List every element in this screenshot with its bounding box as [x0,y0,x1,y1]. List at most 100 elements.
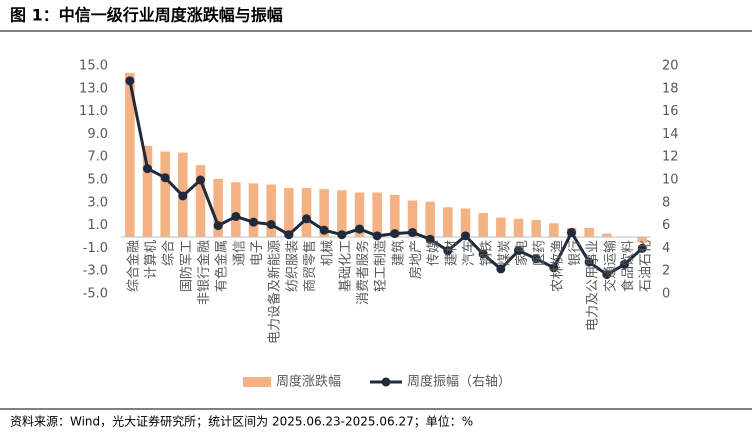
y-tick-label: -1.0 [83,241,108,256]
x-tick-label: 食品饮料 [620,240,636,292]
line-marker [355,224,364,234]
bar [637,237,647,243]
y2-tick-label: 14 [662,127,679,142]
bar [337,190,347,237]
y-tick-label: 13.0 [79,81,108,96]
line-marker [602,270,612,280]
x-tick-label: 基础化工 [338,240,353,292]
bar [425,201,435,237]
bar [602,233,612,237]
source-note: 资料来源：Wind，光大证券研究所；统计区间为 2025.06.23-2025.… [10,414,473,429]
y-tick-label: -3.0 [83,264,108,279]
legend-label: 周度涨跌幅 [276,374,341,390]
y-tick-label: 3.0 [87,195,108,210]
legend-swatch [243,377,271,387]
line-marker [478,249,488,259]
bar [213,178,223,237]
line-marker [196,175,205,185]
line-marker [284,230,294,240]
line-marker [567,227,576,237]
line-marker [408,227,417,237]
bar [125,72,135,237]
bar [301,187,312,237]
line-marker [213,221,223,231]
x-tick-label: 汽车 [461,240,477,266]
x-tick-label: 建材 [444,240,459,266]
legend-label: 周度振幅（右轴） [407,374,511,390]
y-tick-label: 7.0 [87,150,108,165]
bar [513,218,524,237]
line-marker [337,230,347,240]
y-tick-label: 11.0 [79,104,108,119]
x-tick-label: 传媒 [427,240,442,266]
y-tick-label: 5.0 [87,173,108,188]
y2-tick-label: 10 [662,173,679,188]
line-marker [584,257,594,267]
x-tick-label: 轻工制造 [374,240,389,292]
x-tick-label: 家电 [514,240,530,266]
x-tick-label: 建筑 [390,240,406,266]
x-tick-label: 石油石化 [639,240,654,292]
y2-tick-label: 20 [662,59,679,74]
bar [195,165,206,237]
line-marker [620,259,629,269]
bar [549,223,559,237]
x-tick-label: 商贸零售 [302,240,318,292]
bar [160,151,170,237]
x-tick-label: 房地产 [408,240,424,279]
line-marker [637,243,647,253]
line-marker [496,264,506,274]
line-marker [390,229,400,239]
y2-tick-label: 4 [662,241,670,256]
x-tick-label: 医药 [533,240,548,266]
x-tick-label: 消费者服务 [355,240,371,305]
bar [407,200,418,237]
x-tick-label: 综合金融 [125,240,141,292]
y2-tick-label: 18 [662,81,679,96]
y2-tick-label: 16 [662,104,679,119]
line-marker [178,191,188,201]
x-tick-label: 机械 [321,240,336,266]
y2-tick-label: 0 [662,287,670,302]
line [128,80,644,277]
legend-marker [381,377,391,387]
line-marker [302,214,311,224]
y-tick-label: 1.0 [87,218,108,233]
bar [390,194,400,237]
bar [372,192,382,237]
x-tick-label: 纺织服装 [285,240,300,292]
y-tick-label: 9.0 [87,127,108,142]
line-marker [531,254,541,264]
bar [248,183,259,237]
line-marker [514,246,523,256]
bar [584,227,594,237]
x-tick-label: 电力及公用事业 [586,240,601,331]
bar [478,213,488,237]
y-tick-label: 15.0 [79,59,108,74]
line-marker [143,164,152,174]
line-marker [425,234,435,244]
line-marker [443,246,453,256]
x-tick-label: 国防军工 [178,240,194,292]
y-tick-label: -5.0 [83,287,108,302]
x-tick-label: 交通运输 [602,240,618,292]
chart-title: 图 1：中信一级行业周度涨跌幅与振幅 [10,6,283,25]
y2-tick-label: 8 [662,195,670,210]
bar [284,187,294,237]
line-marker [549,263,559,273]
x-tick-label: 电力设备及新能源 [267,240,283,344]
x-tick-label: 通信 [232,240,247,266]
x-tick-label: 钢铁 [480,240,495,266]
line-marker [231,211,241,221]
x-tick-label: 电子 [250,240,265,266]
bar [354,192,365,237]
y2-tick-label: 6 [662,218,670,233]
y2-tick-label: 12 [662,150,679,165]
bar [319,189,329,237]
y2-tick-label: 2 [662,264,670,279]
bar [496,217,506,237]
bar [231,182,241,237]
bar [142,145,153,237]
x-tick-label: 有色金属 [214,240,230,292]
